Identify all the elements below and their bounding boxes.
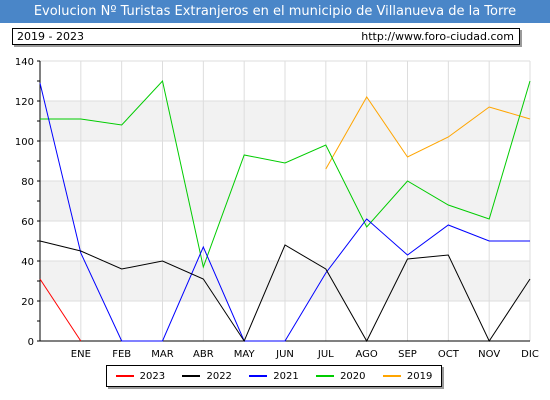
x-tick-label: DIC <box>521 349 539 360</box>
legend-label: 2020 <box>340 370 366 382</box>
legend-item-2020: 2020 <box>316 370 366 382</box>
legend-swatch <box>115 375 134 377</box>
y-tick-label: 60 <box>21 217 34 228</box>
y-tick-label: 100 <box>15 137 34 148</box>
legend-item-2022: 2022 <box>182 370 232 382</box>
legend-label: 2023 <box>139 370 166 382</box>
x-tick-label: NOV <box>478 349 500 360</box>
legend-label: 2022 <box>206 370 232 382</box>
legend-swatch <box>182 375 201 377</box>
series-line-2022 <box>39 240 531 343</box>
x-tick-label: JUN <box>275 349 294 360</box>
series-line-2020 <box>40 79 531 269</box>
legend-swatch <box>382 375 401 377</box>
legend-swatch <box>249 375 268 377</box>
source-url[interactable]: http://www.foro-ciudad.com <box>361 30 514 43</box>
y-tick-label: 120 <box>15 97 34 108</box>
x-tick-label: JUL <box>317 349 334 360</box>
legend-label: 2019 <box>406 370 433 382</box>
y-tick-label: 80 <box>21 177 34 188</box>
series-line-2019 <box>325 96 531 170</box>
chart-title: Evolucion Nº Turistas Extranjeros en el … <box>0 0 550 23</box>
chart-legend: 2023 2022 2021 2020 2019 <box>106 365 442 387</box>
x-tick-label: AGO <box>356 349 378 360</box>
period-label: 2019 - 2023 <box>17 30 84 43</box>
legend-item-2019: 2019 <box>382 370 433 382</box>
x-tick-label: MAY <box>234 349 256 360</box>
info-bar: 2019 - 2023 http://www.foro-ciudad.com <box>12 28 520 45</box>
x-tick-label: ABR <box>193 349 214 360</box>
series-line-2023 <box>39 278 82 342</box>
x-tick-label: MAR <box>151 349 173 360</box>
legend-item-2023: 2023 <box>115 370 166 382</box>
y-tick-label: 40 <box>21 257 34 268</box>
series-line-2021 <box>39 82 530 342</box>
y-tick-label: 20 <box>21 297 34 308</box>
x-tick-label: SEP <box>398 349 417 360</box>
x-tick-label: ENE <box>71 349 91 360</box>
y-tick-label: 140 <box>15 57 34 68</box>
legend-swatch <box>316 375 335 377</box>
y-tick-label: 0 <box>28 337 34 348</box>
legend-item-2021: 2021 <box>249 370 299 382</box>
x-tick-label: OCT <box>438 349 460 360</box>
x-tick-label: FEB <box>112 349 131 360</box>
legend-label: 2021 <box>273 370 299 382</box>
